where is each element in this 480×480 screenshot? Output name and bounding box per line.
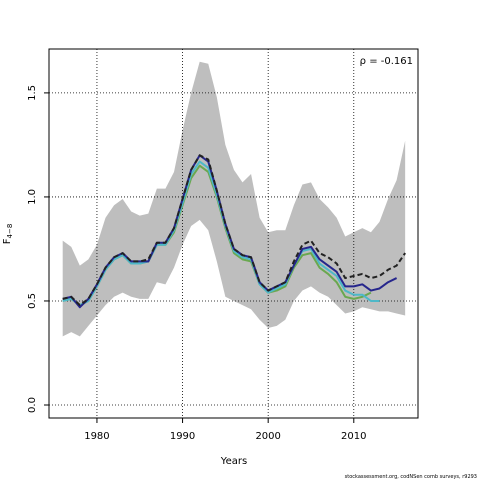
x-tick-label: 1990 [170,431,195,442]
y-tick-label: 1.5 [27,85,38,101]
y-axis-label: F4−8 [2,224,14,245]
x-tick-label: 2010 [341,431,366,442]
y-label-sub: 4−8 [6,224,14,239]
x-tick-label: 1980 [84,431,109,442]
x-axis-label: Years [220,456,247,467]
y-label-main: F [2,238,13,244]
annotation: ρ = -0.161 [360,56,413,67]
y-tick-label: 1.0 [27,189,38,205]
y-tick-label: 0.5 [27,293,38,309]
plot-area [49,49,418,418]
y-tick-label: 0.0 [27,397,38,413]
footer: stockassessment.org, codNSen comb survey… [345,474,477,480]
x-tick-label: 2000 [255,431,280,442]
plot-frame [48,48,419,419]
